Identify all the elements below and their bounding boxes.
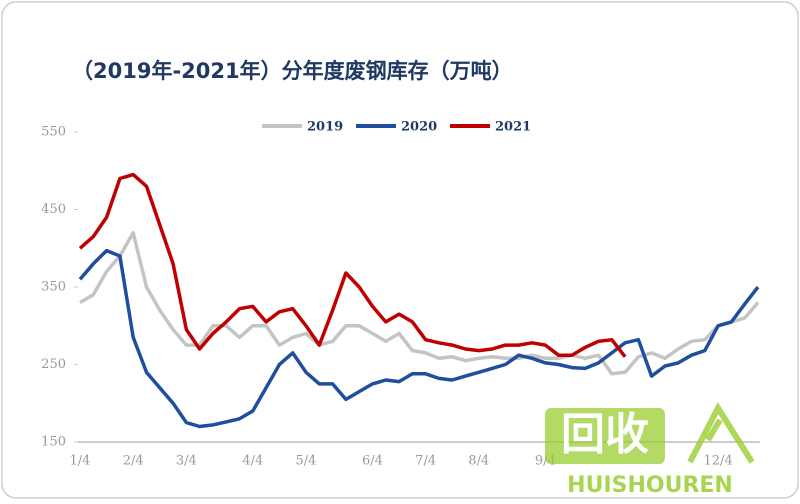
legend-label: 2020 — [401, 120, 437, 135]
series-line — [78, 248, 760, 429]
watermark-text: HUISHOUREN — [567, 473, 733, 498]
legend-label: 2021 — [495, 120, 531, 135]
y-tick-label: 450 — [41, 202, 66, 217]
watermark-box — [545, 408, 665, 464]
watermark-icon — [687, 401, 755, 464]
x-tick-label: 3/4 — [176, 454, 197, 469]
x-tick-label: 7/4 — [415, 454, 436, 469]
y-tick-label: 550 — [41, 125, 66, 140]
x-tick-label: 1/4 — [70, 454, 91, 469]
watermark-logo: 回收 — [561, 409, 649, 460]
y-tick-label: 250 — [41, 357, 66, 372]
chart-title: （2019年-2021年）分年度废钢库存（万吨） — [72, 59, 513, 83]
series-line — [78, 172, 627, 358]
x-tick-label: 4/4 — [242, 454, 263, 469]
x-tick-label: 12/4 — [704, 454, 733, 469]
x-tick-label: 5/4 — [296, 454, 317, 469]
y-tick-label: 150 — [41, 435, 66, 450]
x-tick-label: 2/4 — [123, 454, 144, 469]
x-tick-label: 8/4 — [468, 454, 489, 469]
x-tick-label: 6/4 — [362, 454, 383, 469]
y-tick-label: 350 — [41, 280, 66, 295]
legend-label: 2019 — [307, 120, 343, 135]
legend: 2019 2020 2021 — [262, 120, 531, 135]
